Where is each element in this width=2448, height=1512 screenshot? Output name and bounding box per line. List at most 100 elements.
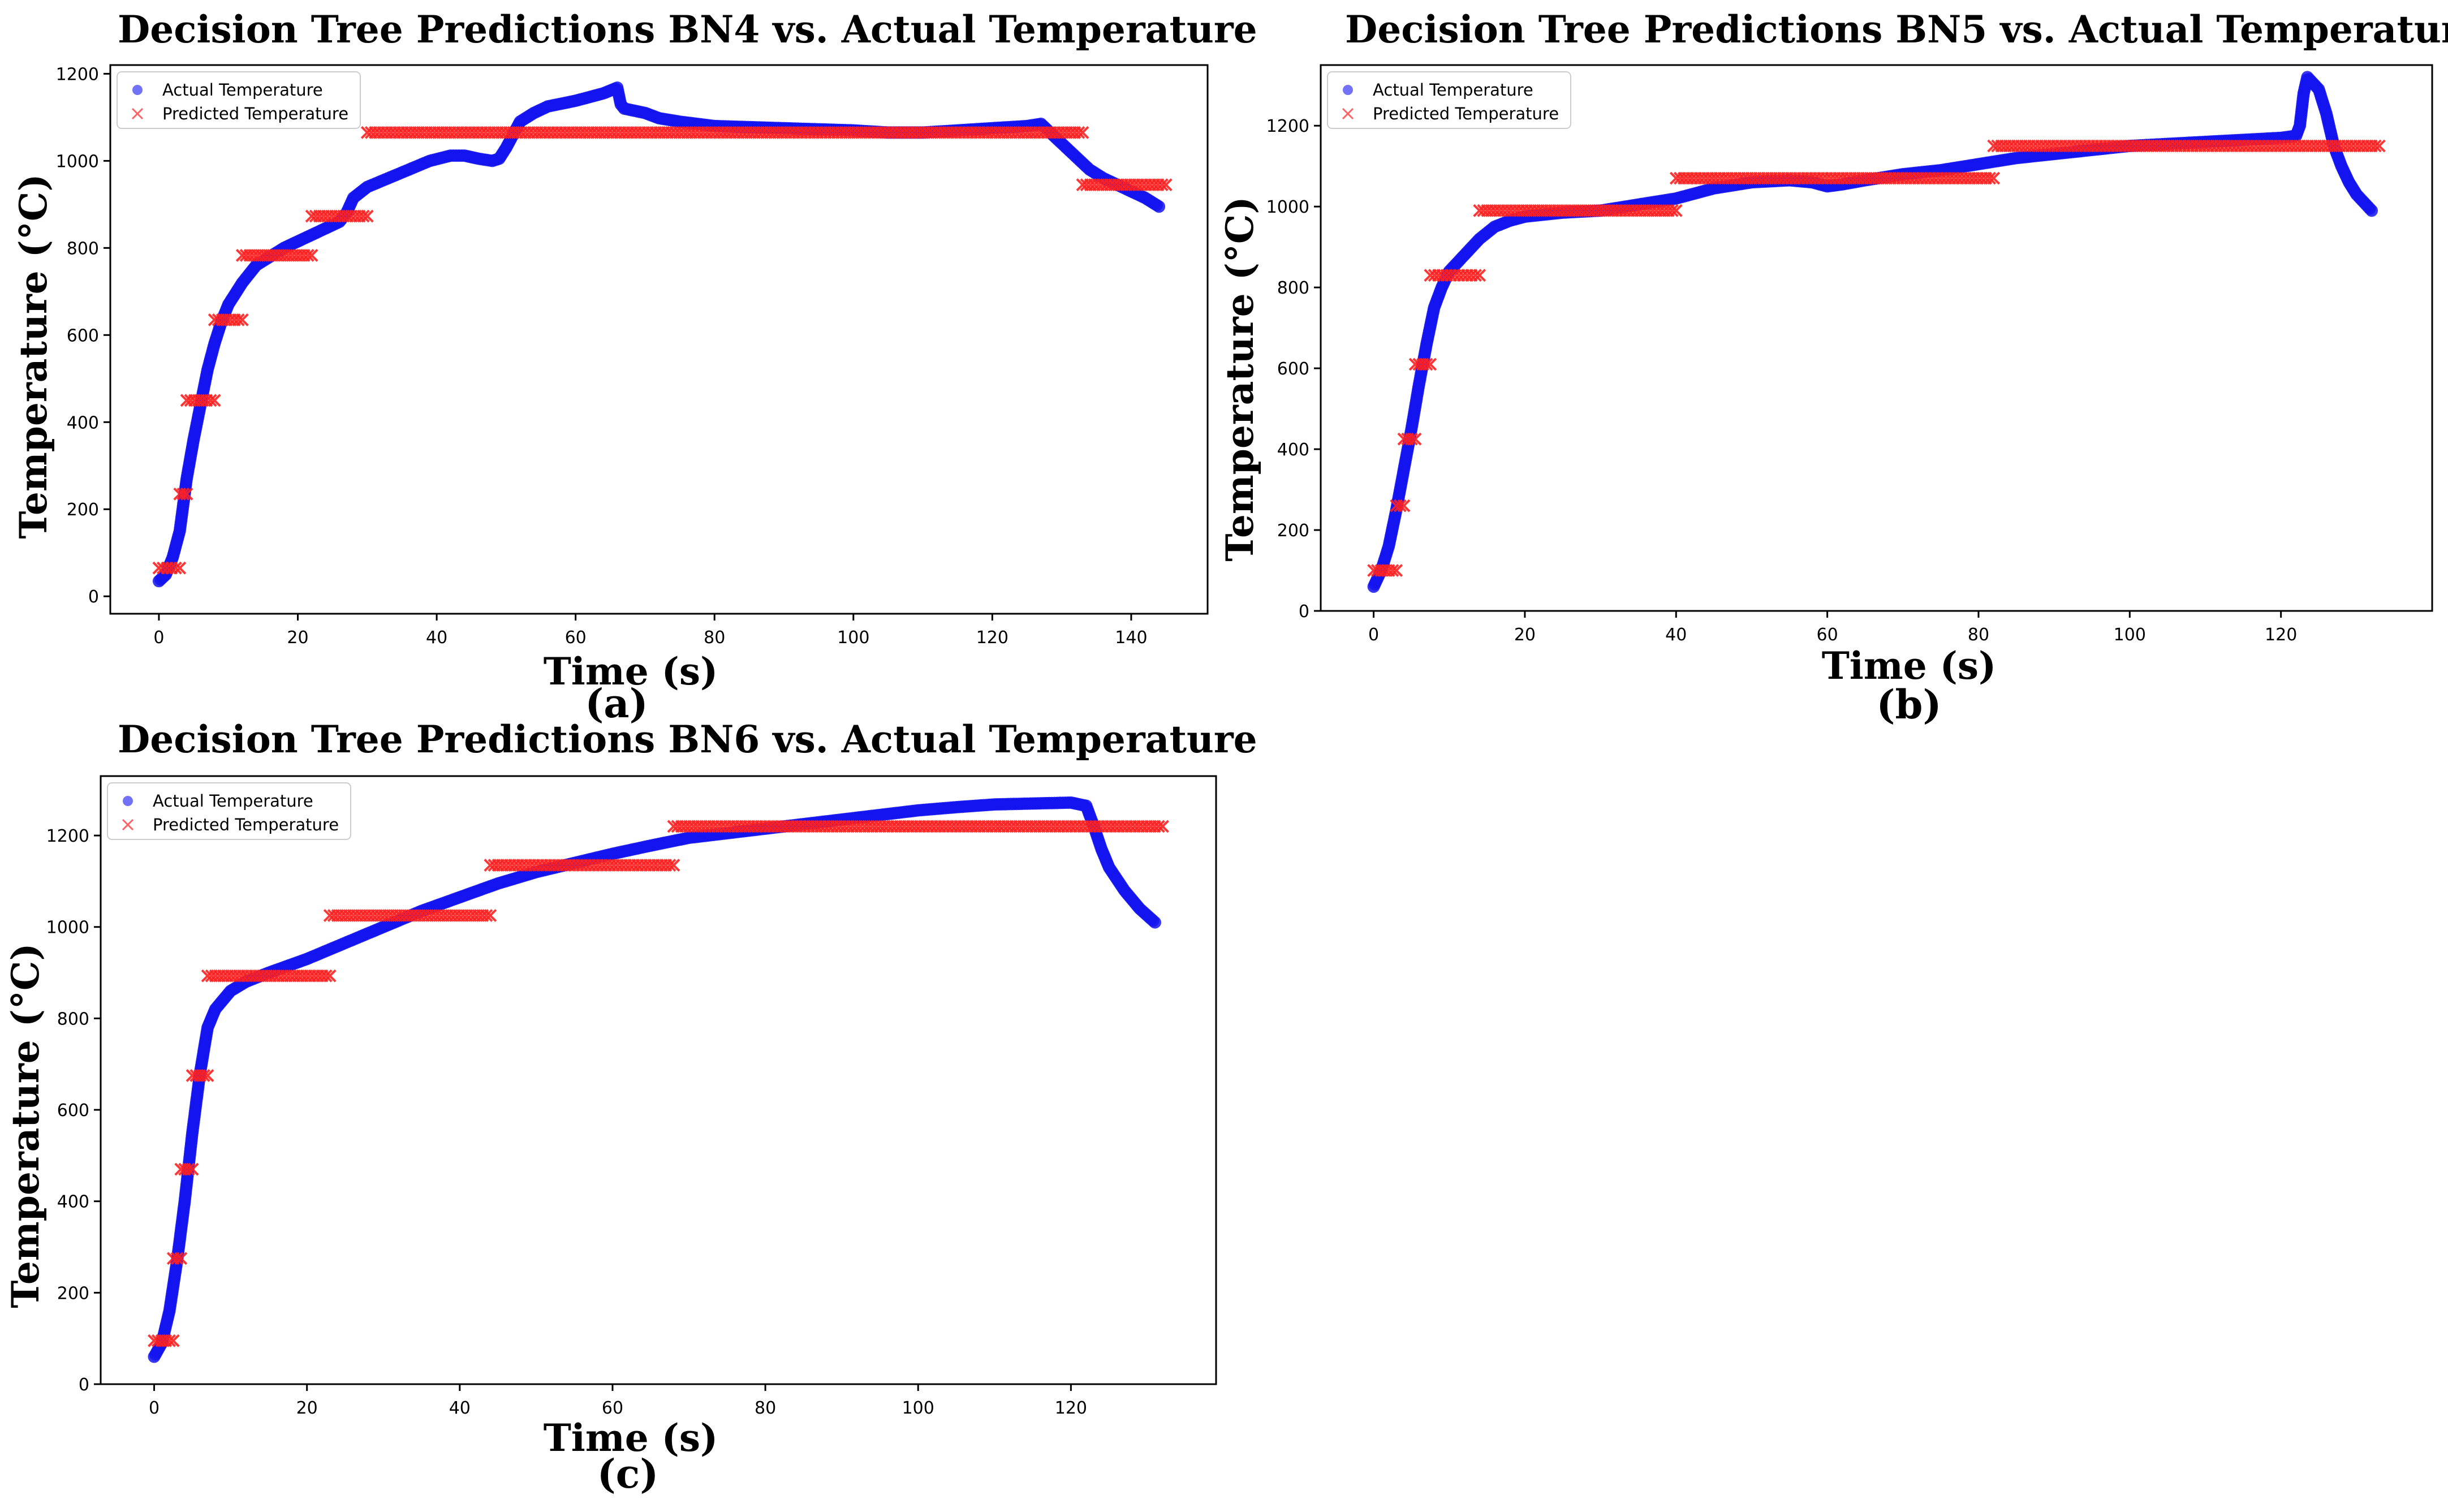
x-tick-label: 0	[149, 1398, 160, 1418]
y-tick-label: 200	[67, 500, 99, 520]
y-axis-label-a: Temperature (°C)	[11, 174, 55, 539]
legend-actual-label: Actual Temperature	[1373, 80, 1533, 100]
legend-predicted-marker	[131, 107, 144, 120]
legend-actual-marker	[123, 796, 133, 806]
predicted-temperature-point	[1424, 357, 1437, 371]
legend-predicted-marker	[1342, 107, 1354, 120]
y-tick-label: 1200	[46, 826, 89, 846]
predicted-temperature-series	[1367, 139, 2386, 577]
predicted-temperature-point	[1159, 178, 1173, 192]
legend-box	[1327, 71, 1571, 129]
y-tick-label: 600	[1277, 359, 1309, 379]
x-tick-label: 80	[755, 1398, 776, 1418]
predicted-temperature-point	[1072, 126, 1085, 139]
predicted-temperature-point	[235, 313, 249, 326]
predicted-temperature-point	[1393, 499, 1407, 512]
predicted-temperature-point	[1473, 269, 1486, 282]
y-tick-label: 400	[67, 413, 99, 433]
panel-label-a: (a)	[585, 680, 648, 727]
legend-box	[117, 71, 361, 129]
predicted-temperature-point	[1076, 126, 1089, 139]
y-tick-label: 600	[57, 1101, 89, 1121]
y-tick-label: 400	[1277, 440, 1309, 460]
x-tick-label: 140	[1115, 628, 1147, 648]
x-axis-label-c: Time (s)	[544, 1416, 718, 1460]
predicted-temperature-point	[1156, 820, 1169, 833]
plot-frame	[100, 775, 1217, 1385]
y-tick-label: 1200	[1266, 117, 1309, 136]
predicted-temperature-point	[170, 1252, 184, 1265]
predicted-temperature-point	[1669, 204, 1683, 217]
y-tick-label: 800	[1277, 278, 1309, 298]
panel-label-b: (b)	[1876, 681, 1941, 728]
y-tick-label: 0	[88, 587, 99, 607]
predicted-temperature-point	[163, 1334, 176, 1347]
predicted-temperature-point	[1420, 357, 1433, 371]
x-axis-label-a: Time (s)	[544, 649, 718, 693]
legend: Actual Temperature Predicted Temperature	[117, 71, 361, 129]
plot-frame	[1320, 64, 2433, 612]
predicted-temperature-point	[663, 859, 676, 872]
y-tick-label: 0	[79, 1375, 89, 1395]
predicted-temperature-point	[208, 394, 221, 407]
x-tick-label: 100	[902, 1398, 934, 1418]
predicted-temperature-point	[169, 561, 182, 575]
x-tick-label: 120	[1055, 1398, 1087, 1418]
predicted-temperature-point	[197, 1069, 210, 1082]
legend-actual-label: Actual Temperature	[153, 791, 313, 811]
predicted-temperature-point	[173, 561, 187, 575]
x-tick-label: 100	[837, 628, 869, 648]
x-tick-label: 80	[704, 628, 725, 648]
chart-panel-c: Decision Tree Predictions BN6 vs. Actual…	[3, 717, 1257, 1497]
legend-predicted-label: Predicted Temperature	[153, 815, 339, 834]
x-tick-label: 20	[296, 1398, 318, 1418]
x-tick-label: 20	[1514, 625, 1536, 645]
predicted-temperature-point	[1390, 564, 1403, 577]
predicted-temperature-point	[323, 969, 337, 983]
y-axis-label-c: Temperature (°C)	[3, 943, 48, 1308]
predicted-temperature-point	[201, 1069, 214, 1082]
x-tick-label: 80	[1968, 625, 1989, 645]
predicted-temperature-point	[480, 909, 493, 922]
legend: Actual Temperature Predicted Temperature	[1327, 71, 1571, 129]
predicted-temperature-point	[182, 1162, 195, 1176]
predicted-temperature-series	[152, 126, 1173, 575]
predicted-temperature-point	[166, 1334, 180, 1347]
y-tick-label: 400	[57, 1192, 89, 1212]
y-tick-label: 1000	[56, 152, 99, 171]
x-tick-label: 40	[1665, 625, 1687, 645]
predicted-temperature-point	[1397, 499, 1411, 512]
x-tick-label: 0	[1368, 625, 1379, 645]
y-tick-label: 600	[67, 326, 99, 346]
y-tick-label: 1200	[56, 64, 99, 84]
x-tick-label: 0	[153, 628, 164, 648]
x-tick-label: 60	[1817, 625, 1838, 645]
actual-temperature-point	[1148, 916, 1161, 929]
y-axis-label-b: Temperature (°C)	[1218, 196, 1262, 561]
actual-temperature-point	[2365, 204, 2378, 217]
predicted-temperature-point	[176, 487, 190, 501]
x-tick-label: 60	[602, 1398, 623, 1418]
predicted-temperature-point	[301, 248, 314, 262]
x-tick-label: 100	[2114, 625, 2146, 645]
legend-actual-marker	[132, 85, 143, 95]
predicted-temperature-point	[174, 1252, 188, 1265]
x-tick-label: 120	[2265, 625, 2297, 645]
legend-predicted-label: Predicted Temperature	[1373, 104, 1559, 123]
predicted-temperature-point	[2368, 139, 2382, 153]
plot-area-a: 0 20 40 60 80 100 120 140 0 200 400 600 800 1000 1200 A…	[56, 64, 1209, 648]
y-tick-label: 0	[1299, 602, 1309, 622]
predicted-temperature-point	[305, 248, 318, 262]
y-tick-label: 200	[57, 1283, 89, 1303]
predicted-temperature-point	[180, 487, 193, 501]
legend: Actual Temperature Predicted Temperature	[107, 782, 351, 840]
x-tick-label: 120	[976, 628, 1008, 648]
chart-panel-b: Decision Tree Predictions BN5 vs. Actual…	[1218, 7, 2448, 728]
x-tick-label: 60	[565, 628, 587, 648]
predicted-temperature-point	[360, 209, 374, 223]
predicted-temperature-series	[148, 820, 1169, 1347]
legend-actual-marker	[1343, 85, 1353, 95]
predicted-temperature-point	[1983, 171, 1997, 185]
predicted-temperature-point	[667, 859, 680, 872]
predicted-temperature-point	[231, 313, 245, 326]
